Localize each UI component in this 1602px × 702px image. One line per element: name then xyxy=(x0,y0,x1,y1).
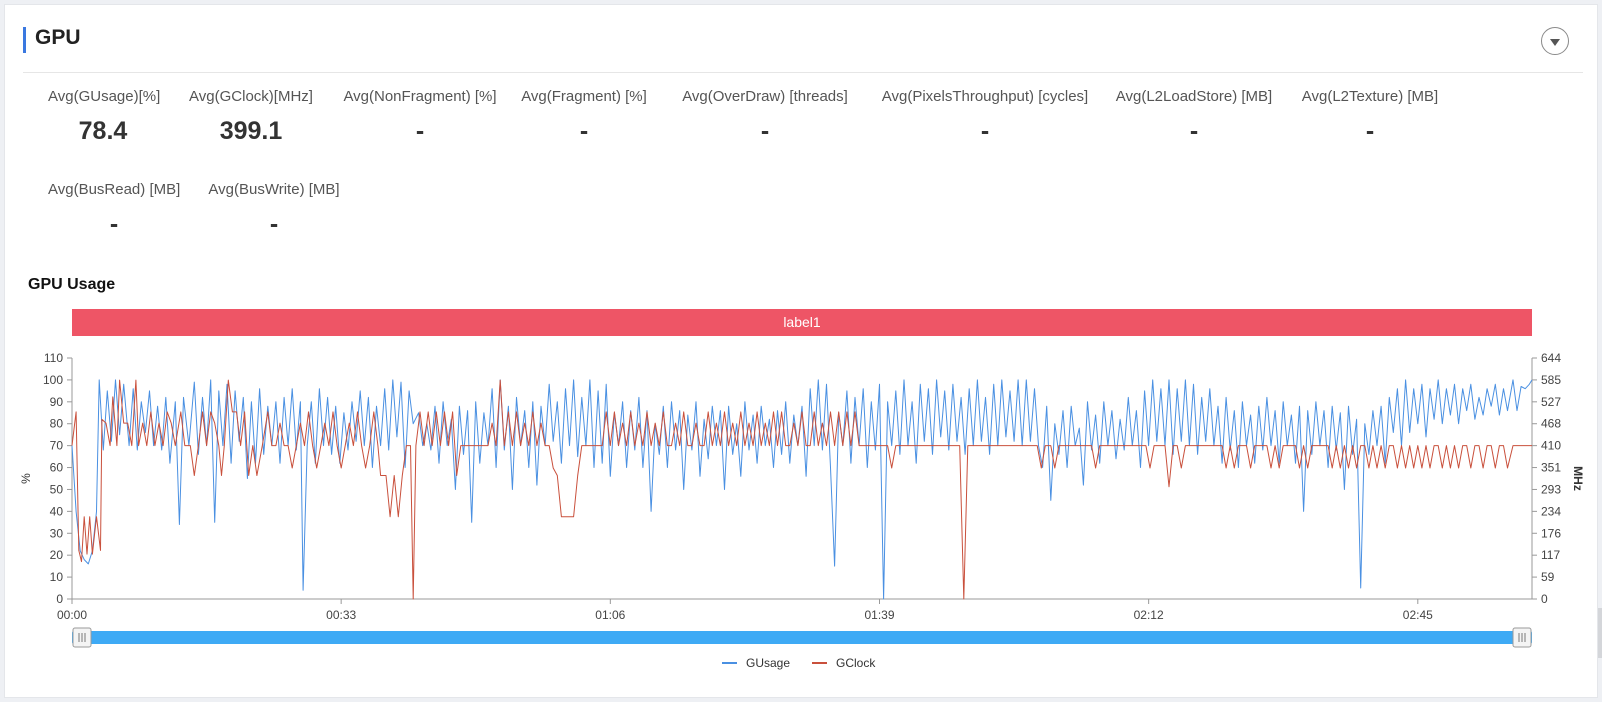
metric-label: Avg(Fragment) [%] xyxy=(521,88,647,105)
metric-value: - xyxy=(1189,117,1199,145)
metric-value: - xyxy=(269,210,279,238)
metric-value: 78.4 xyxy=(78,117,128,145)
metric-l2texture: Avg(L2Texture) [MB] - xyxy=(1298,88,1442,146)
scroll-edge xyxy=(1598,608,1602,658)
metric-pixelsthroughput: Avg(PixelsThroughput) [cycles] - xyxy=(880,88,1090,146)
chart-title: GPU Usage xyxy=(28,276,116,293)
metric-label: Avg(L2LoadStore) [MB] xyxy=(1115,88,1273,105)
metric-label: Avg(GUsage)[%] xyxy=(48,88,161,105)
metric-overdraw: Avg(OverDraw) [threads] - xyxy=(680,88,850,146)
metric-value: - xyxy=(109,210,119,238)
metric-value: - xyxy=(980,117,990,145)
panel-title: GPU xyxy=(35,26,81,49)
metric-gclock: Avg(GClock)[MHz] 399.1 xyxy=(186,88,316,146)
metric-value: - xyxy=(760,117,770,145)
metric-label: Avg(L2Texture) [MB] xyxy=(1301,88,1439,105)
metric-label: Avg(NonFragment) [%] xyxy=(343,88,497,105)
metric-label: Avg(PixelsThroughput) [cycles] xyxy=(881,88,1089,105)
metric-l2loadstore: Avg(L2LoadStore) [MB] - xyxy=(1114,88,1274,146)
metric-label: Avg(BusRead) [MB] xyxy=(48,181,181,198)
metric-gusage: Avg(GUsage)[%] 78.4 xyxy=(48,88,161,146)
metric-busread: Avg(BusRead) [MB] - xyxy=(48,181,180,239)
collapse-button[interactable] xyxy=(1541,27,1569,55)
metric-value: - xyxy=(579,117,589,145)
metric-value: - xyxy=(1365,117,1375,145)
metric-label: Avg(GClock)[MHz] xyxy=(189,88,313,105)
metric-value: 399.1 xyxy=(219,117,283,145)
metric-value: - xyxy=(415,117,425,145)
metric-buswrite: Avg(BusWrite) [MB] - xyxy=(208,181,340,239)
metric-fragment: Avg(Fragment) [%] - xyxy=(520,88,648,146)
panel-header: GPU xyxy=(23,25,1583,73)
title-accent-bar xyxy=(23,27,26,53)
chevron-down-icon xyxy=(1550,38,1560,46)
metric-label: Avg(BusWrite) [MB] xyxy=(208,181,340,198)
metric-label: Avg(OverDraw) [threads] xyxy=(682,88,848,105)
metric-nonfragment: Avg(NonFragment) [%] - xyxy=(340,88,500,146)
